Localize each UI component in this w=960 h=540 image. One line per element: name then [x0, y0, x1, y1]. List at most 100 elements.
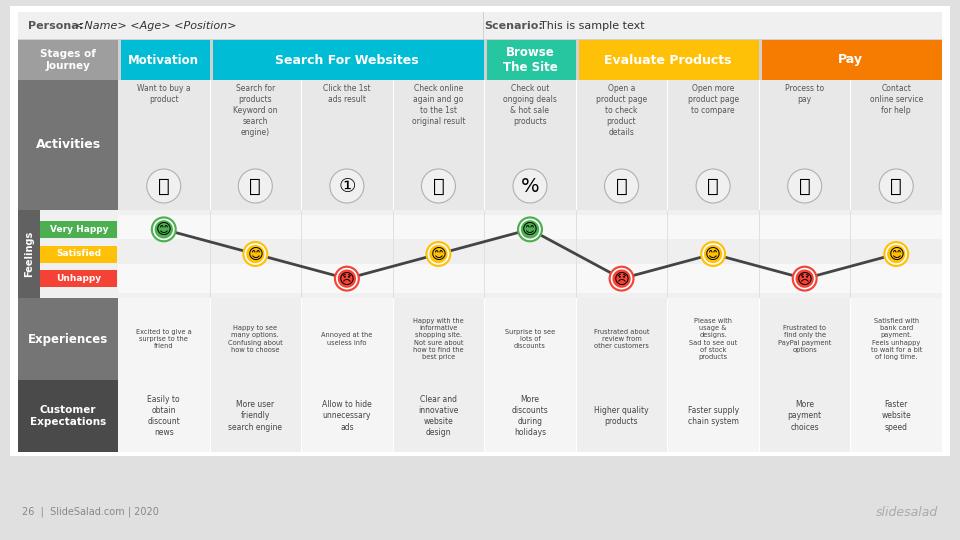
Bar: [18, 80, 942, 210]
Bar: [18, 210, 40, 298]
Text: Persona:: Persona:: [28, 21, 84, 31]
Text: Open a
product page
to check
product
details: Open a product page to check product det…: [596, 84, 647, 137]
Bar: [40, 246, 117, 262]
Text: Happy with the
informative
shopping site.
Not sure about
how to find the
best pr: Happy with the informative shopping site…: [413, 318, 464, 360]
Text: Motivation: Motivation: [129, 53, 200, 66]
Bar: [851, 80, 852, 210]
Text: 😞: 😞: [613, 272, 630, 287]
Text: Frustrated to
find only the
PayPal payment
options: Frustrated to find only the PayPal payme…: [778, 325, 831, 353]
Circle shape: [330, 169, 364, 203]
Circle shape: [879, 169, 913, 203]
Bar: [18, 210, 942, 298]
Bar: [759, 298, 760, 380]
Bar: [18, 380, 118, 452]
Bar: [667, 80, 668, 210]
Text: ①: ①: [338, 177, 355, 195]
Bar: [484, 380, 576, 452]
Text: Satisfied: Satisfied: [57, 249, 102, 259]
Text: Check out
ongoing deals
& hot sale
products: Check out ongoing deals & hot sale produ…: [503, 84, 557, 126]
Text: Frustrated about
review from
other customers: Frustrated about review from other custo…: [594, 329, 649, 349]
Text: Check online
again and go
to the 1st
original result: Check online again and go to the 1st ori…: [412, 84, 466, 126]
Text: Surprise to see
lots of
discounts: Surprise to see lots of discounts: [505, 329, 555, 349]
Bar: [851, 298, 942, 380]
Text: Very Happy: Very Happy: [50, 225, 108, 234]
Text: 😊: 😊: [706, 247, 721, 262]
Text: 😞: 😞: [339, 272, 355, 287]
Circle shape: [513, 169, 547, 203]
Bar: [667, 298, 759, 380]
Text: Activities: Activities: [36, 138, 101, 152]
Bar: [576, 80, 577, 210]
Bar: [759, 210, 760, 298]
Bar: [576, 380, 577, 452]
Text: 💳: 💳: [799, 177, 810, 195]
Text: 🎁: 🎁: [157, 177, 170, 195]
Text: slidesalad: slidesalad: [876, 505, 938, 518]
Bar: [301, 80, 302, 210]
Bar: [393, 298, 484, 380]
Circle shape: [700, 241, 726, 267]
Bar: [667, 210, 668, 298]
Text: Stages of
Journey: Stages of Journey: [40, 49, 96, 71]
Text: Customer
Expectations: Customer Expectations: [30, 404, 107, 427]
Bar: [118, 298, 209, 380]
Text: Feelings: Feelings: [24, 231, 34, 277]
Circle shape: [787, 169, 822, 203]
Bar: [209, 298, 301, 380]
Bar: [18, 39, 942, 40]
Text: Contact
online service
for help: Contact online service for help: [870, 84, 923, 115]
Bar: [484, 210, 485, 298]
Text: Open more
product page
to compare: Open more product page to compare: [687, 84, 738, 115]
Bar: [209, 380, 301, 452]
Text: More
payment
choices: More payment choices: [787, 400, 822, 431]
Bar: [301, 380, 393, 452]
Bar: [301, 380, 302, 452]
Bar: [484, 380, 485, 452]
Bar: [759, 380, 760, 452]
Bar: [118, 380, 209, 452]
Text: <Name> <Age> <Position>: <Name> <Age> <Position>: [75, 21, 236, 31]
Bar: [393, 210, 394, 298]
Bar: [576, 298, 577, 380]
Text: 🌐: 🌐: [250, 177, 261, 195]
Bar: [851, 380, 852, 452]
Bar: [851, 210, 852, 298]
Text: Faster
website
speed: Faster website speed: [881, 400, 911, 431]
Text: Scenario:: Scenario:: [485, 21, 543, 31]
Circle shape: [792, 266, 818, 292]
Text: 🛍: 🛍: [708, 177, 719, 195]
Bar: [488, 40, 576, 80]
Bar: [667, 380, 668, 452]
Text: Allow to hide
unnecessary
ads: Allow to hide unnecessary ads: [322, 400, 372, 431]
Bar: [576, 210, 577, 298]
Bar: [576, 298, 667, 380]
Bar: [759, 380, 851, 452]
Circle shape: [147, 169, 180, 203]
Bar: [759, 298, 851, 380]
Text: Faster supply
chain system: Faster supply chain system: [687, 406, 738, 426]
Bar: [18, 380, 942, 452]
Text: 😊: 😊: [888, 247, 904, 262]
Bar: [212, 40, 484, 80]
Text: 😊: 😊: [522, 222, 538, 238]
Text: Pay: Pay: [838, 53, 863, 66]
Bar: [118, 215, 942, 244]
Bar: [484, 298, 485, 380]
Bar: [579, 40, 759, 80]
Bar: [209, 210, 210, 298]
Bar: [576, 380, 667, 452]
Bar: [762, 40, 942, 80]
Text: Browse
The Site: Browse The Site: [503, 46, 558, 74]
Circle shape: [883, 241, 909, 267]
Bar: [118, 264, 942, 293]
Text: Search for
products
Keyword on
search
engine): Search for products Keyword on search en…: [233, 84, 277, 137]
Circle shape: [421, 169, 455, 203]
Text: More user
friendly
search engine: More user friendly search engine: [228, 400, 282, 431]
Text: 😊: 😊: [248, 247, 263, 262]
Bar: [209, 80, 210, 210]
Text: Clear and
innovative
website
design: Clear and innovative website design: [419, 395, 459, 437]
Text: Higher quality
products: Higher quality products: [594, 406, 649, 426]
Bar: [18, 298, 942, 380]
Text: 🖥: 🖥: [615, 177, 628, 195]
Bar: [118, 239, 942, 269]
